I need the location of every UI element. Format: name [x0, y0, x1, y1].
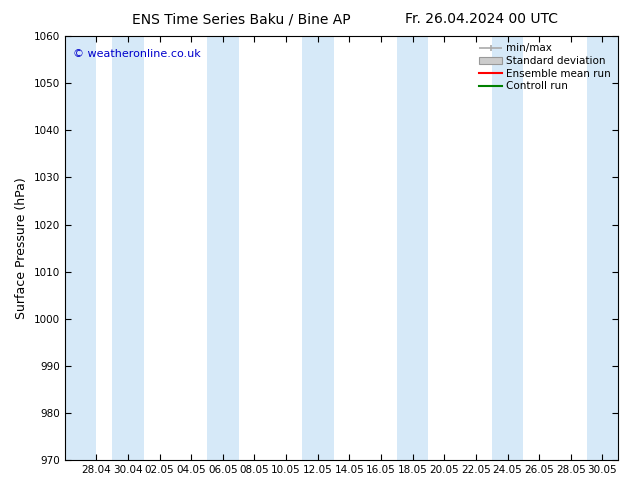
Bar	[302, 36, 333, 460]
Bar	[586, 36, 618, 460]
Bar	[207, 36, 238, 460]
Text: © weatheronline.co.uk: © weatheronline.co.uk	[73, 49, 201, 59]
Text: ENS Time Series Baku / Bine AP: ENS Time Series Baku / Bine AP	[132, 12, 350, 26]
Bar	[112, 36, 144, 460]
Legend: min/max, Standard deviation, Ensemble mean run, Controll run: min/max, Standard deviation, Ensemble me…	[477, 41, 613, 93]
Bar	[397, 36, 429, 460]
Bar	[65, 36, 96, 460]
Y-axis label: Surface Pressure (hPa): Surface Pressure (hPa)	[15, 177, 28, 319]
Text: Fr. 26.04.2024 00 UTC: Fr. 26.04.2024 00 UTC	[405, 12, 559, 26]
Bar	[492, 36, 523, 460]
